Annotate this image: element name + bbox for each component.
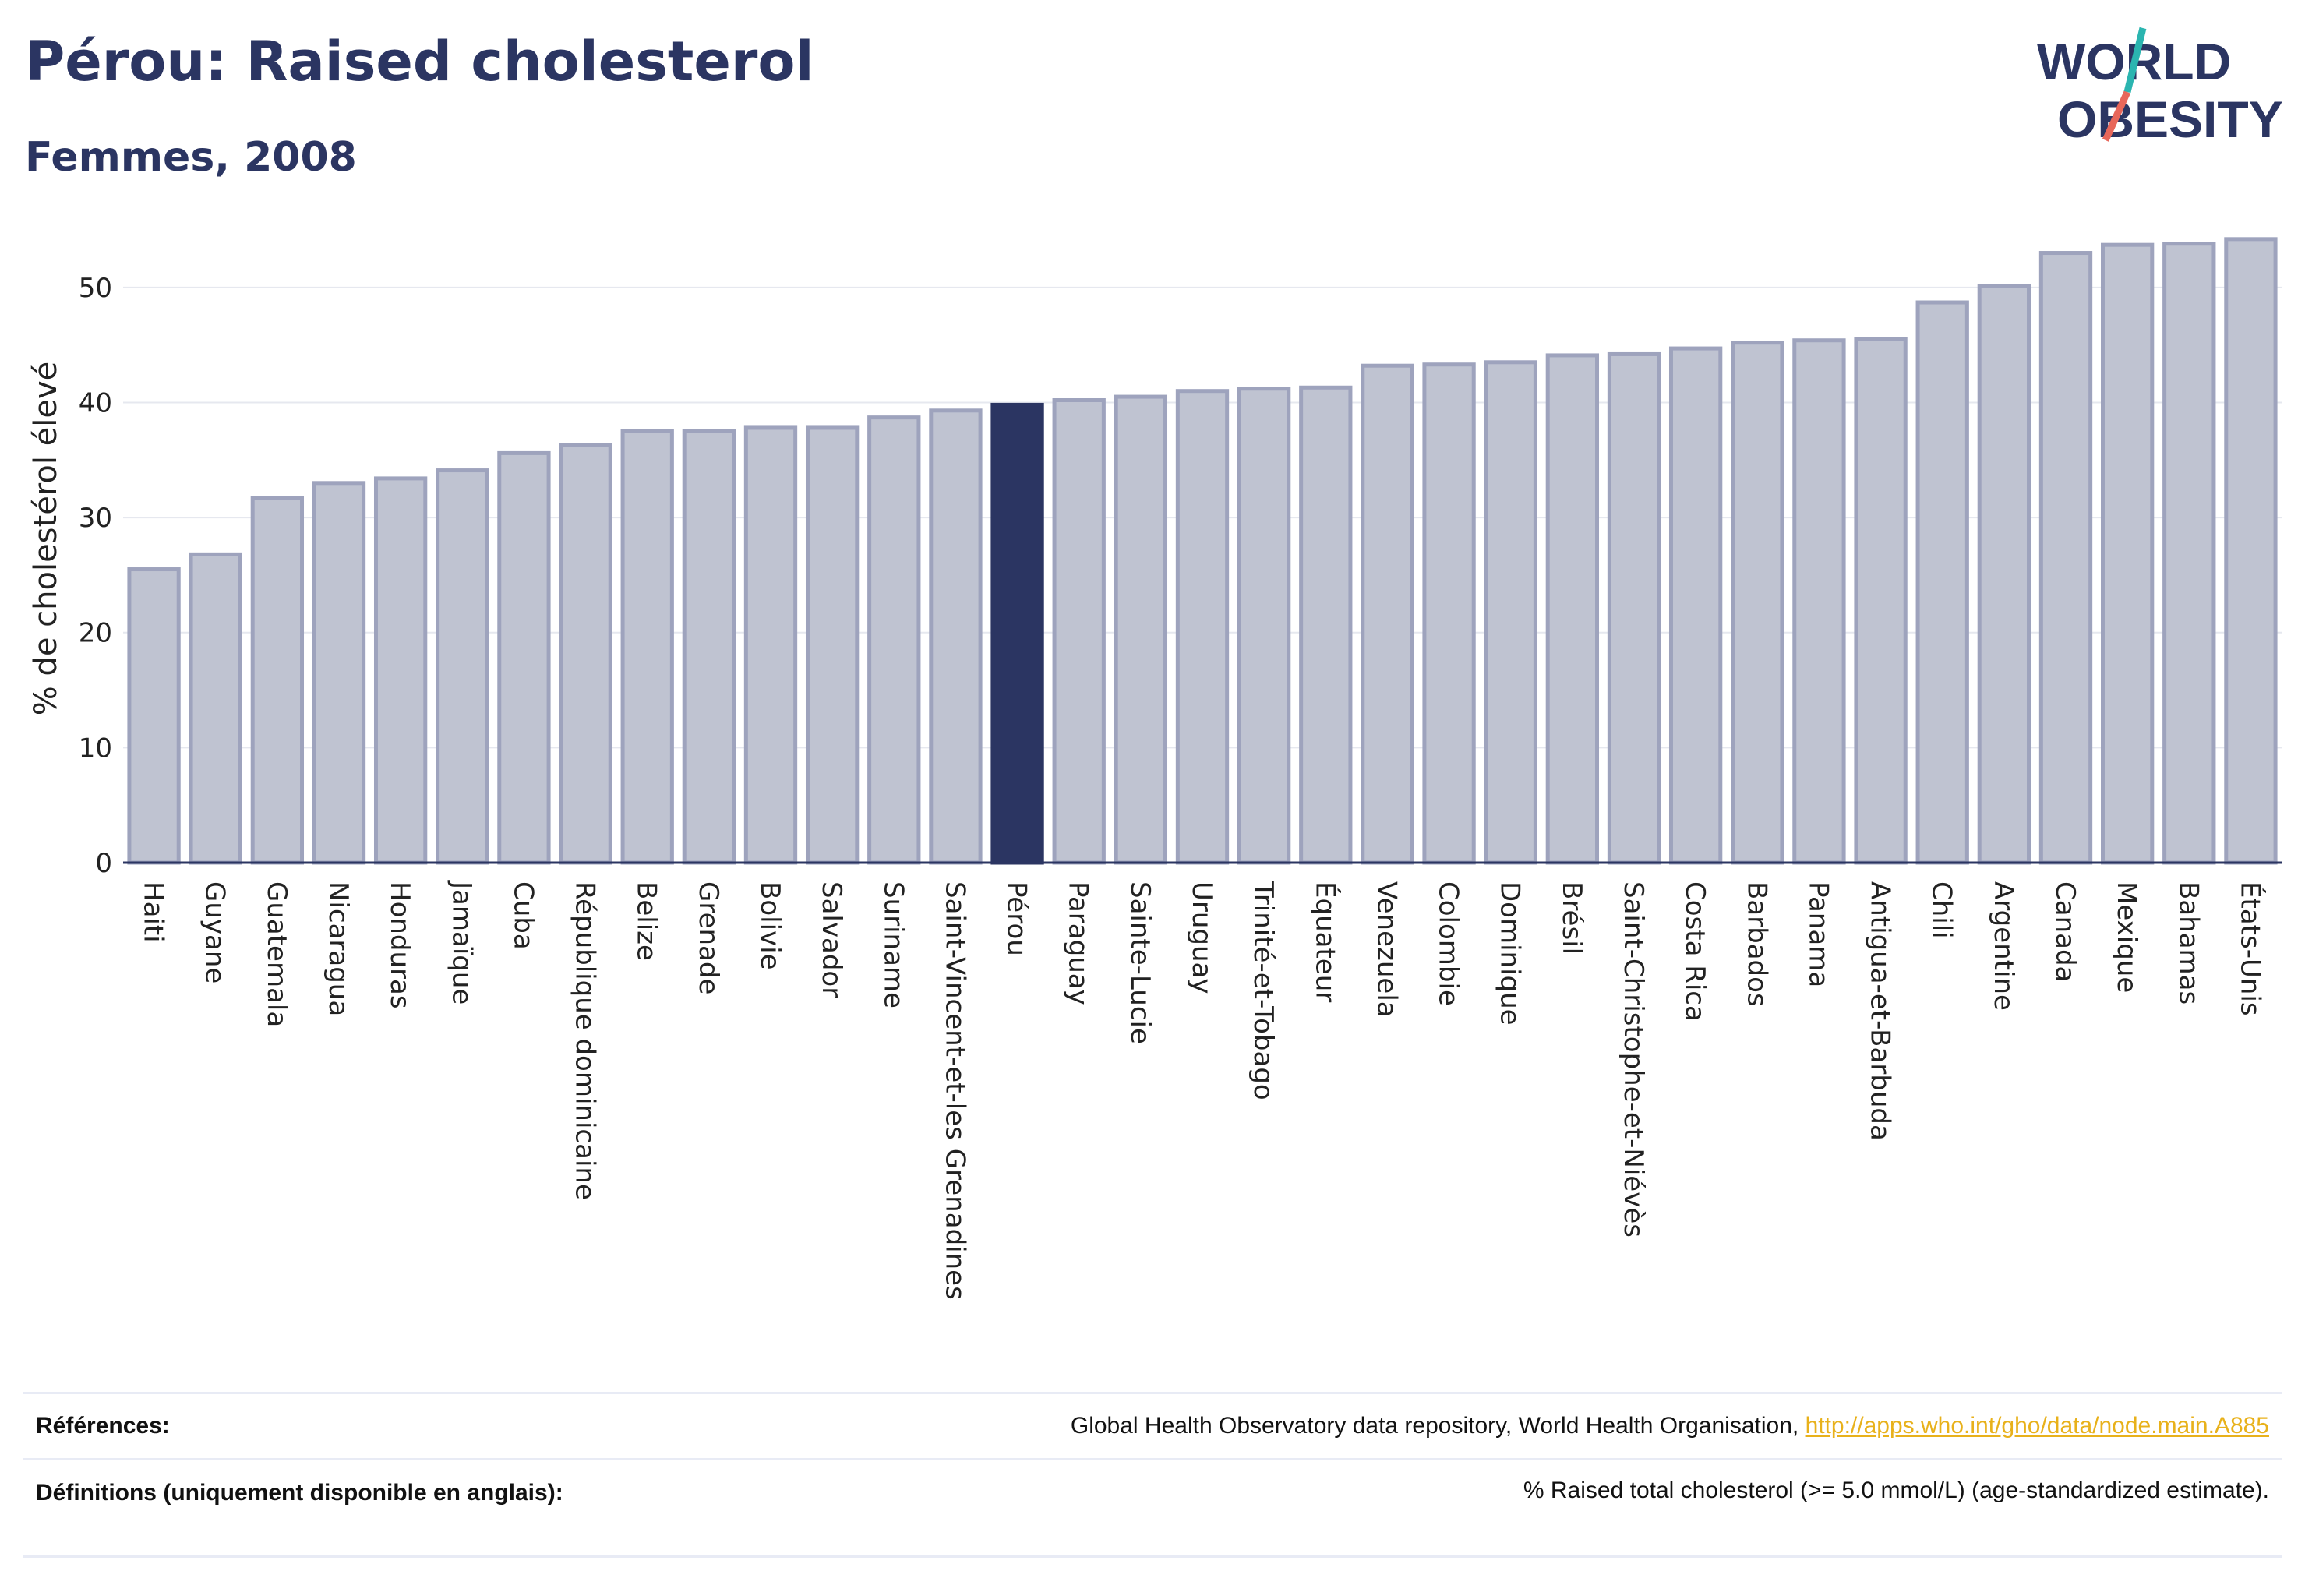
bar-trinit-et-tobago [1237,387,1291,865]
y-tick-label: 30 [79,503,112,534]
chart-title: Pérou: Raised cholesterol [25,30,814,94]
definitions-value: % Raised total cholesterol (>= 5.0 mmol/… [1523,1478,2269,1503]
x-tick-label: Guatemala [261,881,292,1027]
bar-bolivie [743,425,798,865]
bar-panama [1792,338,1846,865]
bar-grenade [682,429,736,865]
world-obesity-logo: WORLD OBESITY [2037,26,2283,148]
x-tick-label: Équateur [1309,881,1341,1002]
references-table: Références: Global Health Observatory da… [23,1392,2282,1558]
references-link[interactable]: http://apps.who.int/gho/data/node.main.A… [1805,1413,2269,1439]
x-tick-label: Jamaïque [446,880,477,1005]
bar-venezuela [1361,363,1414,865]
x-tick-label: États-Unis [2234,881,2266,1016]
x-tick-label: Sainte-Lucie [1124,881,1156,1044]
bar-guatemala [250,496,305,865]
bar-haiti [127,567,181,865]
x-tick-label: Panama [1802,881,1834,987]
bar-paraguay [1052,398,1106,865]
x-tick-label: Guyane [199,881,231,983]
x-tick-label: Chili [1926,881,1957,939]
x-tick-label: Suriname [877,881,909,1008]
bar-guyane [189,552,242,865]
x-tick-label: Mexique [2111,881,2142,993]
x-tick-label: Venezuela [1371,881,1402,1018]
bar-salvador [805,425,860,865]
y-tick-label: 10 [79,733,112,764]
x-tick-label: Saint-Vincent-et-les Grenadines [939,881,970,1300]
references-label: Références: [36,1413,170,1439]
bar-p-rou [990,402,1044,865]
x-tick-label: Brésil [1556,881,1587,955]
y-axis-label: % de cholestérol élevé [28,362,64,716]
logo-line2: OBESITY [2057,90,2283,148]
bar-argentine [1977,284,2031,865]
bar-costa-rica [1668,346,1723,865]
x-tick-label: Nicaragua [323,881,354,1016]
bar-honduras [373,476,428,865]
x-tick-label: Paraguay [1063,881,1094,1005]
bar-cuba [497,450,551,865]
logo-slash-teal [2123,26,2147,94]
x-tick-label: Salvador [816,881,847,998]
x-tick-labels: Haiti Guyane Guatemala Nicaragua Honduras Jam… [138,880,2267,1300]
chart-subtitle: Femmes, 2008 [25,134,357,181]
x-tick-label: Costa Rica [1679,881,1710,1022]
bar-r-publique-dominicaine [559,443,612,865]
definitions-label: Définitions (uniquement disponible en an… [36,1480,563,1506]
x-tick-label: Saint-Christophe-et-Niévès [1618,881,1649,1238]
bar-uruguay [1175,389,1230,865]
bar-br-sil [1545,353,1600,865]
references-row: Références: Global Health Observatory da… [23,1392,2282,1458]
references-text: Global Health Observatory data repositor… [1070,1413,1799,1439]
x-tick-label: Belize [631,881,662,961]
bar-colombie [1422,362,1476,865]
bar-bahamas [2162,242,2216,865]
definitions-row: Définitions (uniquement disponible en an… [23,1458,2282,1558]
bar-sainte-lucie [1114,394,1168,865]
bar-barbados [1731,341,1784,865]
x-tick-label: Dominique [1495,881,1526,1026]
bar--quateur [1299,385,1353,865]
bar-dominique [1484,360,1537,865]
x-tick-label: Colombie [1433,881,1464,1006]
y-tick-label: 40 [79,387,112,418]
bar-saint-christophe-et-ni-v-s [1607,351,1661,865]
bar-mexique [2100,242,2155,865]
bar-suriname [867,415,921,865]
bar-canada [2038,251,2093,865]
x-tick-label: Trinité-et-Tobago [1248,881,1279,1100]
references-value: Global Health Observatory data repositor… [1071,1413,2269,1439]
y-tick-label: 50 [79,273,112,304]
x-tick-label: Cuba [507,881,538,950]
x-tick-label: Barbados [1741,881,1772,1007]
y-tick-label: 20 [79,618,112,649]
y-tick-label: 0 [95,848,112,879]
logo-slash-coral [2102,90,2131,142]
bars [127,237,2278,865]
x-tick-label: Antigua-et-Barbuda [1865,881,1896,1141]
bar--tats-unis [2224,237,2278,865]
y-tick-labels: 0 10 20 30 40 50 [79,273,112,879]
bar-jama-que [436,468,489,865]
bar-belize [620,429,674,865]
x-tick-label: Bolivie [754,881,785,970]
bar-saint-vincent-et-les-grenadines [929,408,983,865]
bar-chili [1915,300,1969,865]
x-tick-label: Haiti [138,881,169,943]
x-tick-label: Honduras [384,881,415,1009]
x-tick-label: Argentine [1988,881,2019,1011]
x-tick-label: Canada [2049,881,2081,982]
x-tick-label: Pérou [1001,881,1032,956]
bar-chart: 0 10 20 30 40 50 Haiti Guyane Guatemala Nicaragu… [28,237,2282,1300]
bar-nicaragua [312,481,366,865]
x-tick-label: Uruguay [1186,881,1217,994]
x-tick-label: République dominicaine [570,881,601,1200]
bar-antigua-et-barbuda [1854,337,1908,865]
x-tick-label: Bahamas [2173,881,2204,1005]
x-tick-label: Grenade [693,881,724,994]
